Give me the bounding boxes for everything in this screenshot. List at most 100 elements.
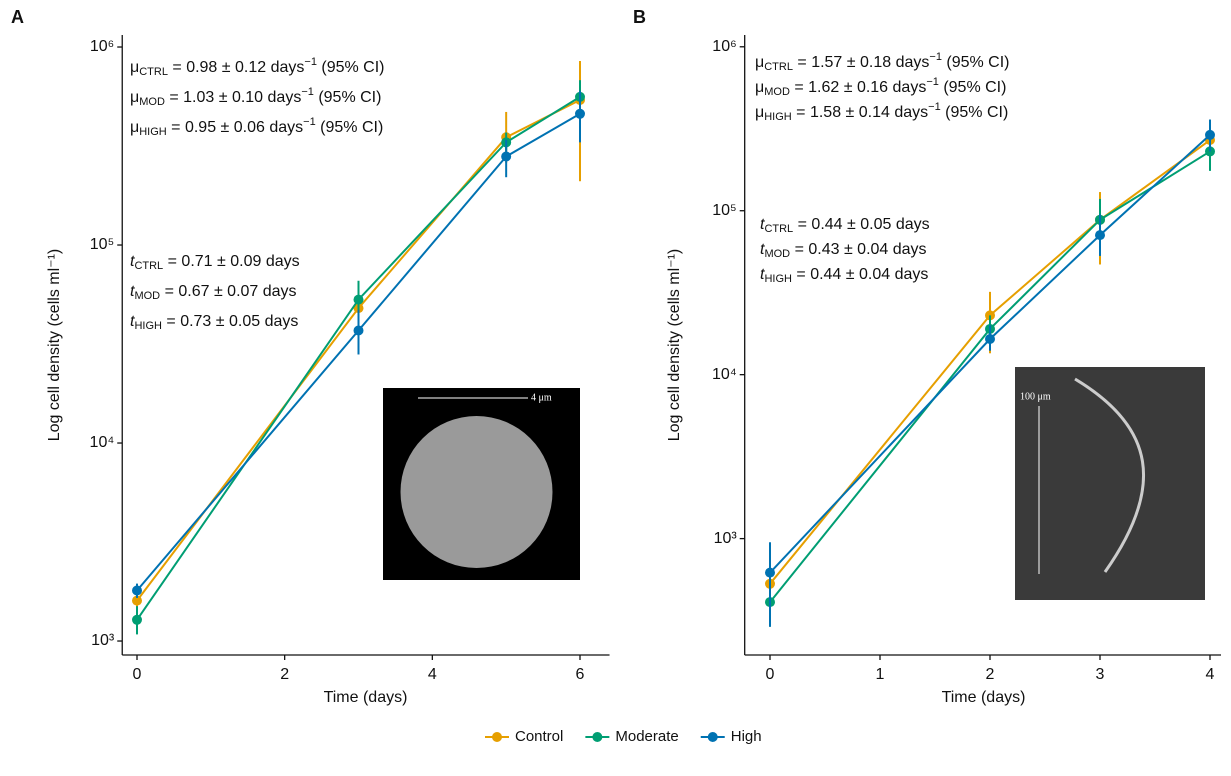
annotation-text: = 0.98 ± 0.12 days: [168, 59, 304, 76]
symbol: t: [760, 241, 765, 258]
scale-label: 100 μm: [1020, 391, 1051, 402]
x-tick-label: 2: [280, 666, 289, 683]
annotation-text: = 1.62 ± 0.16 days: [790, 79, 926, 96]
x-tick-label: 1: [876, 666, 885, 683]
symbol: t: [760, 216, 765, 233]
point: [765, 567, 775, 578]
annotation: μHIGH = 0.95 ± 0.06 days−1 (95% CI): [130, 116, 383, 138]
y-tick-label: 10⁶: [90, 38, 114, 55]
annotation-text: = 1.58 ± 0.14 days: [792, 104, 928, 121]
annotation: tHIGH = 0.73 ± 0.05 days: [130, 313, 298, 332]
legend-marker: [592, 732, 603, 742]
y-axis-title: Log cell density (cells ml⁻¹): [46, 249, 63, 442]
point: [1205, 129, 1215, 140]
x-tick-label: 3: [1096, 666, 1105, 683]
symbol: μ: [130, 119, 139, 136]
series-line: [136, 112, 581, 592]
y-tick-label: 10⁴: [712, 366, 737, 383]
point: [132, 614, 142, 625]
scale-label: 4 μm: [531, 392, 552, 403]
subscript: CTRL: [764, 61, 793, 73]
superscript: −1: [303, 116, 316, 128]
annotation-text: = 0.95 ± 0.06 days: [167, 119, 303, 136]
symbol: t: [130, 253, 135, 270]
symbol: t: [760, 266, 765, 283]
annotation: μHIGH = 1.58 ± 0.14 days−1 (95% CI): [755, 101, 1008, 123]
filament: [1074, 377, 1146, 573]
superscript: −1: [926, 76, 939, 88]
annotation-text: = 0.67 ± 0.07 days: [160, 283, 296, 300]
annotation-text: = 0.43 ± 0.04 days: [790, 241, 926, 258]
subscript: HIGH: [764, 273, 792, 285]
subscript: MOD: [764, 248, 790, 260]
point: [132, 585, 142, 596]
x-tick-label: 0: [133, 666, 142, 683]
annotation: tMOD = 0.67 ± 0.07 days: [130, 283, 297, 302]
y-tick-label: 10⁵: [90, 236, 114, 253]
y-tick-label: 10³: [91, 632, 115, 649]
annotation-suffix: (95% CI): [316, 119, 384, 136]
point: [1095, 230, 1105, 241]
legend-marker: [707, 732, 718, 742]
symbol: μ: [755, 54, 764, 71]
subscript: HIGH: [139, 126, 167, 138]
x-tick-label: 4: [1206, 666, 1215, 683]
subscript: CTRL: [139, 66, 168, 78]
subscript: MOD: [134, 290, 160, 302]
superscript: −1: [929, 51, 942, 63]
legend-label: Moderate: [615, 728, 678, 745]
annotation-text: = 1.03 ± 0.10 days: [165, 89, 301, 106]
annotation: μMOD = 1.62 ± 0.16 days−1 (95% CI): [755, 76, 1006, 98]
series-line: [769, 134, 1211, 574]
subscript: HIGH: [134, 320, 162, 332]
superscript: −1: [301, 86, 314, 98]
annotation: tCTRL = 0.71 ± 0.09 days: [130, 253, 300, 272]
legend-label: Control: [515, 728, 563, 745]
subscript: MOD: [764, 86, 790, 98]
symbol: μ: [130, 59, 139, 76]
cell-image: [400, 416, 553, 568]
annotation: tCTRL = 0.44 ± 0.05 days: [760, 216, 930, 235]
subscript: CTRL: [764, 223, 793, 235]
x-tick-label: 0: [766, 666, 775, 683]
annotation: tMOD = 0.43 ± 0.04 days: [760, 241, 927, 260]
point: [575, 108, 585, 119]
annotation-text: = 0.44 ± 0.05 days: [793, 216, 929, 233]
annotation-text: = 0.44 ± 0.04 days: [792, 266, 928, 283]
y-axis-title: Log cell density (cells ml⁻¹): [666, 249, 683, 442]
y-tick-label: 10³: [714, 530, 738, 547]
y-tick-label: 10⁶: [712, 38, 736, 55]
subscript: HIGH: [764, 111, 792, 123]
legend-label: High: [731, 728, 762, 745]
x-tick-label: 2: [986, 666, 995, 683]
annotation-suffix: (95% CI): [317, 59, 385, 76]
symbol: t: [130, 313, 135, 330]
panel-label: B: [633, 7, 646, 27]
annotation-suffix: (95% CI): [941, 104, 1009, 121]
point: [132, 595, 142, 606]
annotation: μMOD = 1.03 ± 0.10 days−1 (95% CI): [130, 86, 381, 108]
annotation: μCTRL = 1.57 ± 0.18 days−1 (95% CI): [755, 51, 1010, 73]
symbol: μ: [755, 104, 764, 121]
annotation-text: = 1.57 ± 0.18 days: [793, 54, 929, 71]
symbol: t: [130, 283, 135, 300]
symbol: μ: [755, 79, 764, 96]
subscript: CTRL: [134, 260, 163, 272]
x-axis-title: Time (days): [324, 689, 408, 706]
superscript: −1: [304, 56, 317, 68]
point: [353, 294, 364, 305]
series-line: [769, 139, 1211, 585]
y-tick-label: 10⁵: [712, 202, 736, 219]
annotation: μCTRL = 0.98 ± 0.12 days−1 (95% CI): [130, 56, 385, 78]
x-tick-label: 4: [428, 666, 437, 683]
symbol: μ: [130, 89, 139, 106]
annotation-suffix: (95% CI): [314, 89, 382, 106]
annotation-suffix: (95% CI): [942, 54, 1010, 71]
panel-label: A: [11, 7, 24, 27]
legend-marker: [492, 732, 502, 742]
subscript: MOD: [139, 96, 165, 108]
annotation-suffix: (95% CI): [939, 79, 1007, 96]
y-tick-label: 10⁴: [90, 434, 115, 451]
superscript: −1: [928, 101, 941, 113]
